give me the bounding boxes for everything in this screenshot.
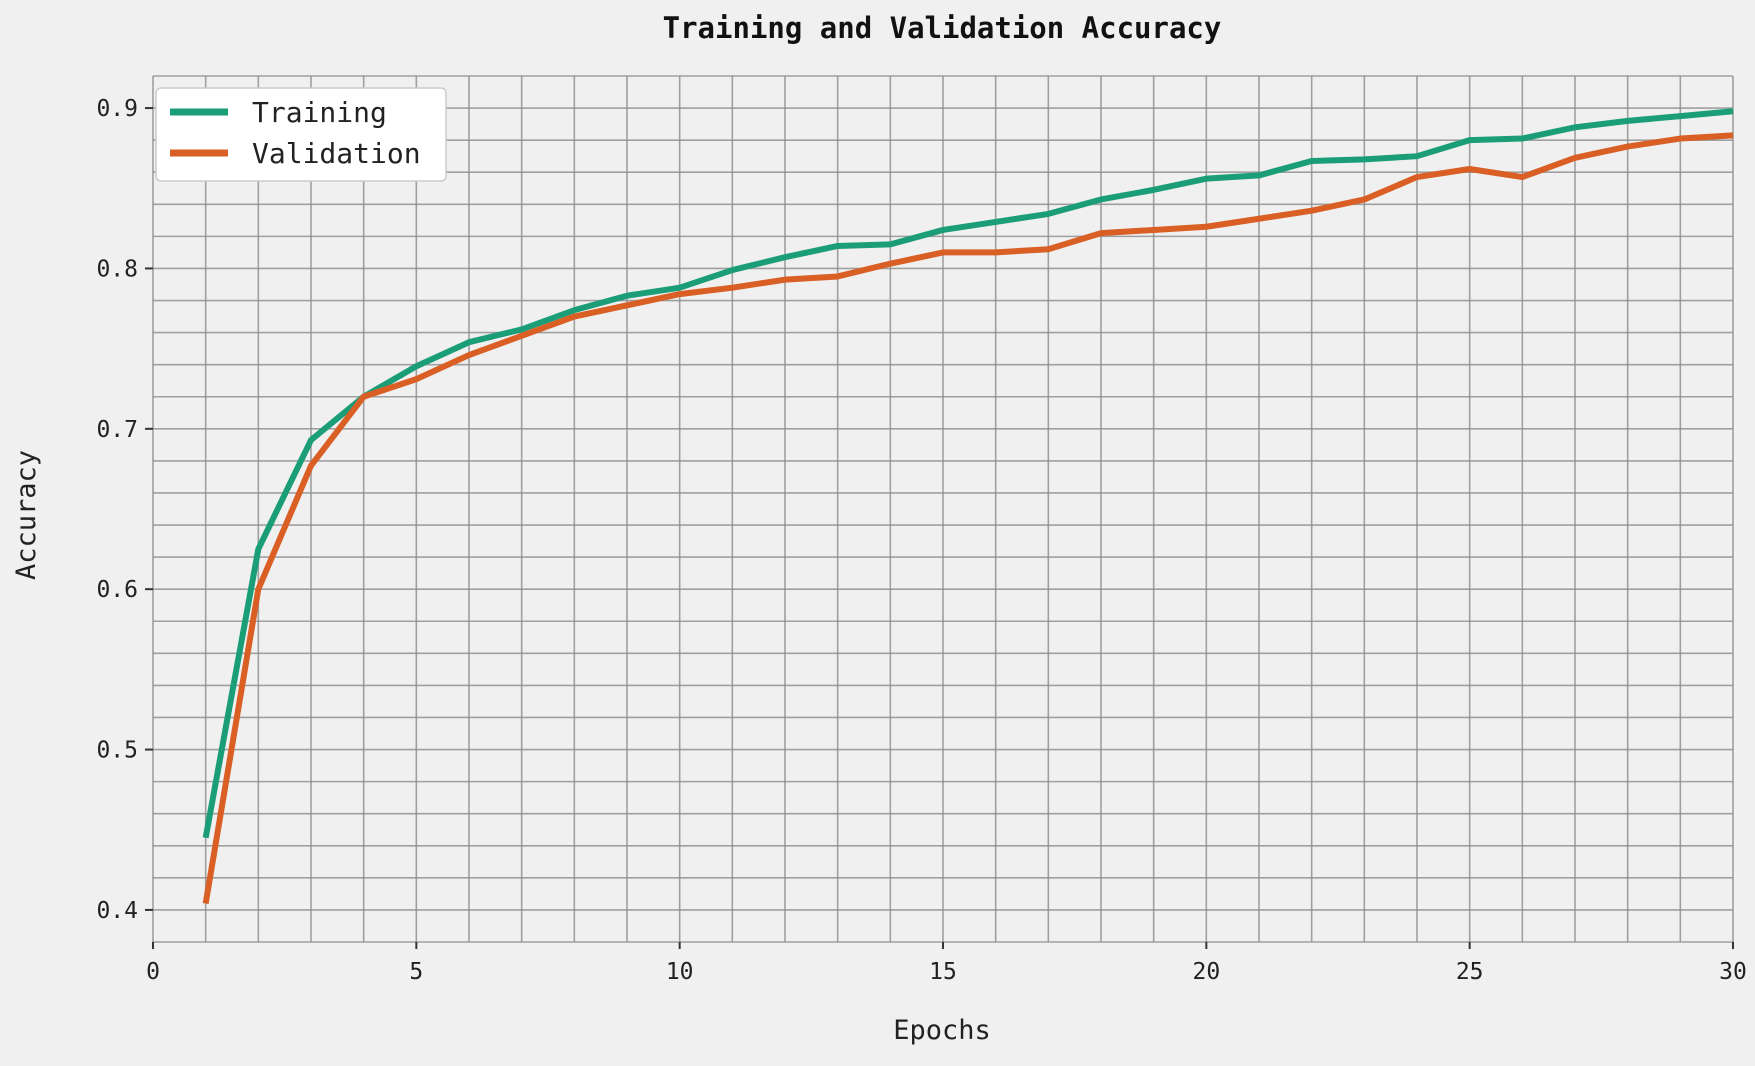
- chart-title: Training and Validation Accuracy: [663, 11, 1222, 45]
- y-tick-label: 0.5: [96, 738, 138, 764]
- legend-training-label: Training: [252, 96, 387, 129]
- y-tick-label: 0.4: [96, 898, 138, 924]
- y-tick-label: 0.6: [96, 577, 138, 603]
- validation-series-line: [202, 132, 1734, 905]
- y-axis-label: Accuracy: [11, 450, 42, 580]
- x-tick-label: 30: [1719, 959, 1747, 985]
- x-tick-label: 15: [929, 959, 957, 985]
- legend-validation-label: Validation: [252, 137, 421, 170]
- y-tick-label: 0.8: [96, 256, 138, 282]
- x-axis-label: Epochs: [893, 1015, 991, 1046]
- x-tick-label: 25: [1456, 959, 1484, 985]
- series-layer: [202, 108, 1734, 905]
- x-tick-label: 10: [666, 959, 694, 985]
- x-tick-label: 0: [146, 959, 160, 985]
- legend-box: [155, 87, 447, 182]
- y-tick-label: 0.9: [96, 96, 138, 122]
- training-series-line: [202, 108, 1734, 839]
- legend: Training Validation: [155, 87, 447, 182]
- tick-layer: 0 5 10 15 20 25 30 0.4 0.5 0.6 0.7 0.8 0.9: [96, 96, 1746, 985]
- y-tick-label: 0.7: [96, 417, 138, 443]
- x-tick-label: 20: [1192, 959, 1220, 985]
- x-tick-label: 5: [409, 959, 423, 985]
